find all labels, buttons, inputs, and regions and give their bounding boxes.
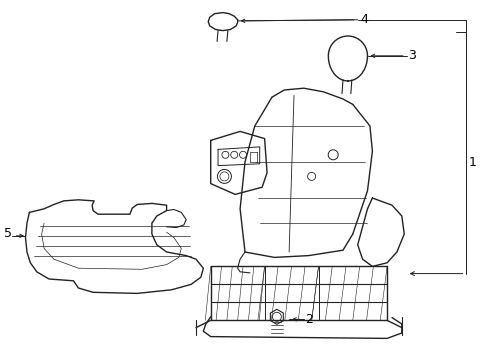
Text: 3: 3 bbox=[408, 49, 416, 62]
Text: 5: 5 bbox=[4, 227, 12, 240]
Text: 2: 2 bbox=[305, 313, 313, 326]
Text: 1: 1 bbox=[469, 156, 477, 168]
Text: 4: 4 bbox=[360, 13, 368, 26]
